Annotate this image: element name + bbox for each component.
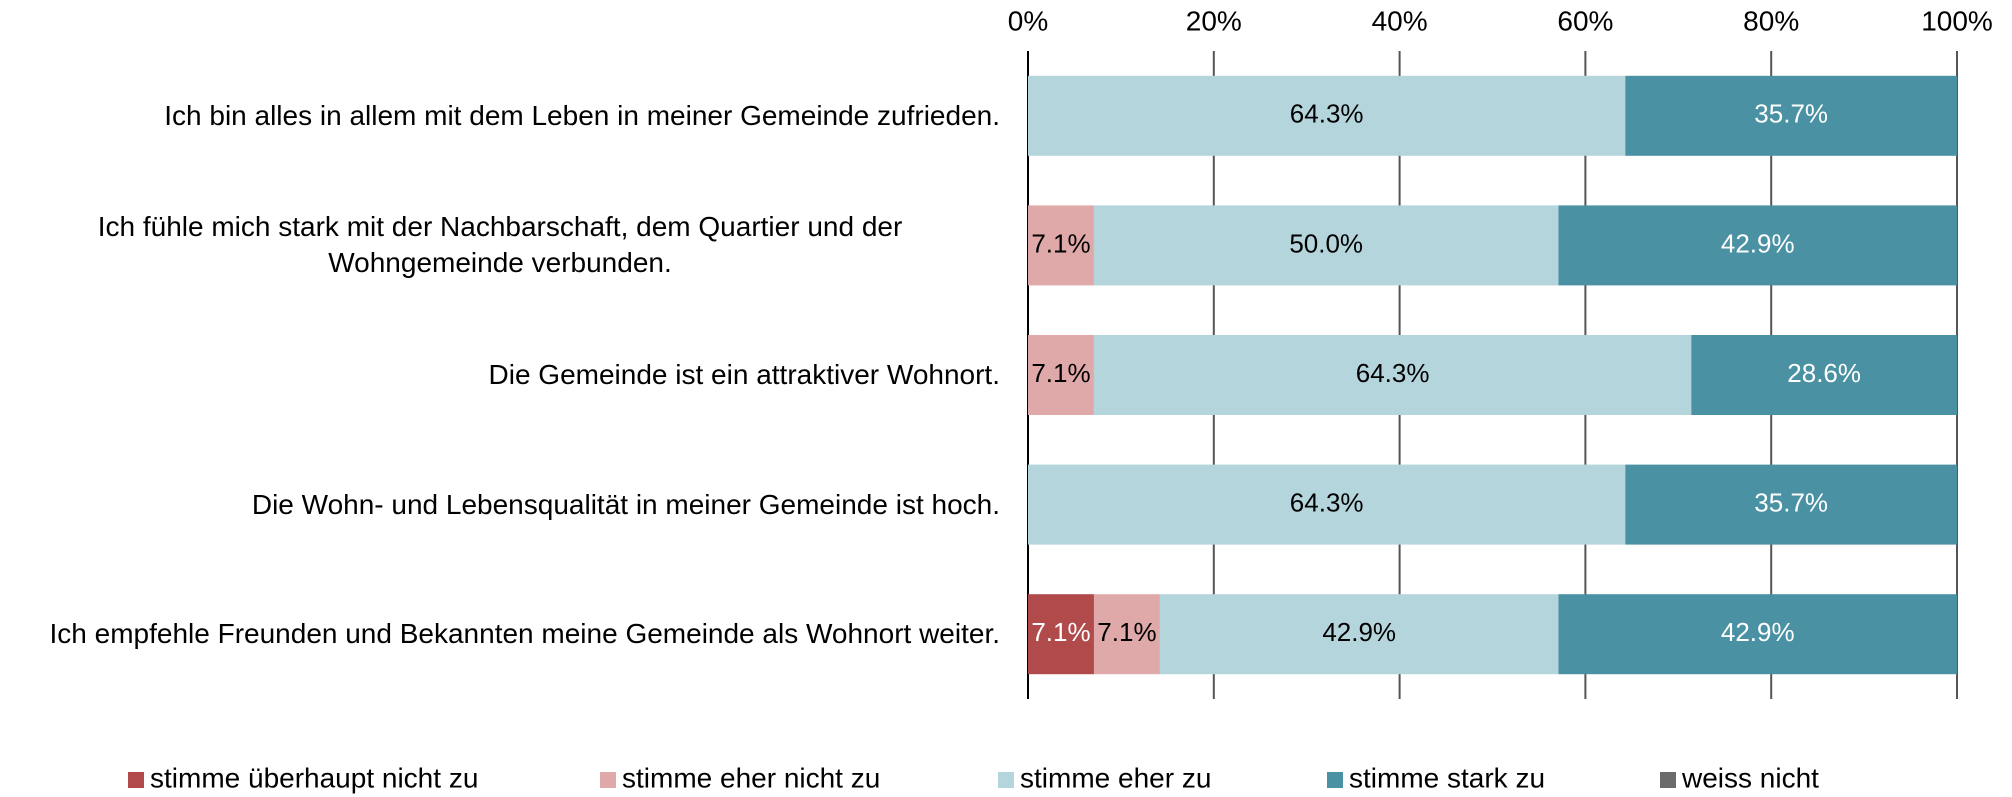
x-tick-label: 100%	[1921, 5, 1993, 36]
bar-segment	[1028, 205, 1094, 286]
data-label: 7.1%	[1031, 358, 1090, 388]
x-tick-label: 0%	[1008, 5, 1048, 36]
x-tick-label: 40%	[1372, 5, 1428, 36]
category-label: Ich bin alles in allem mit dem Leben in …	[164, 99, 1000, 131]
x-tick-label: 20%	[1186, 5, 1242, 36]
data-label: 42.9%	[1721, 228, 1795, 258]
legend-swatch	[1327, 772, 1343, 788]
bar-segment	[1028, 335, 1094, 415]
data-label: 64.3%	[1356, 358, 1430, 388]
bar-segment	[1625, 464, 1957, 545]
x-tick-label: 80%	[1743, 5, 1799, 36]
legend-swatch	[998, 772, 1014, 788]
category-label: Die Wohn- und Lebensqualität in meiner G…	[251, 488, 1000, 520]
category-label: Die Gemeinde ist ein attraktiver Wohnort…	[488, 359, 1000, 390]
data-label: 42.9%	[1322, 617, 1396, 647]
data-label: 35.7%	[1754, 487, 1828, 517]
bar-segment	[1028, 464, 1626, 545]
data-label: 42.9%	[1721, 617, 1795, 647]
legend-swatch	[600, 772, 616, 788]
data-label: 35.7%	[1754, 99, 1828, 129]
data-label: 7.1%	[1031, 228, 1090, 258]
legend-swatch	[128, 772, 144, 788]
legend-label: stimme eher zu	[1020, 762, 1211, 793]
data-label: 7.1%	[1097, 617, 1156, 647]
data-label: 7.1%	[1031, 617, 1090, 647]
bar-segment	[1558, 205, 1957, 286]
data-label: 64.3%	[1290, 99, 1364, 129]
legend-swatch	[1660, 772, 1676, 788]
bar-segment	[1093, 205, 1559, 286]
legend-label: stimme stark zu	[1349, 762, 1545, 793]
bar-segment	[1691, 335, 1957, 415]
legend-label: weiss nicht	[1681, 762, 1819, 793]
data-label: 28.6%	[1787, 358, 1861, 388]
bar-segment	[1028, 594, 1094, 675]
bar-segment	[1028, 75, 1626, 156]
data-label: 64.3%	[1290, 487, 1364, 517]
category-label: Ich fühle mich stark mit der Nachbarscha…	[97, 211, 903, 279]
bar-segment	[1625, 75, 1957, 156]
bar-segment	[1558, 594, 1957, 675]
legend-label: stimme eher nicht zu	[622, 762, 880, 793]
bar-segment	[1159, 594, 1559, 675]
legend-label: stimme überhaupt nicht zu	[150, 762, 478, 793]
bar-segment	[1093, 594, 1160, 675]
bar-segment	[1093, 335, 1692, 415]
category-label: Ich empfehle Freunden und Bekannten mein…	[49, 618, 1001, 650]
data-label: 50.0%	[1289, 228, 1363, 258]
x-tick-label: 60%	[1557, 5, 1613, 36]
